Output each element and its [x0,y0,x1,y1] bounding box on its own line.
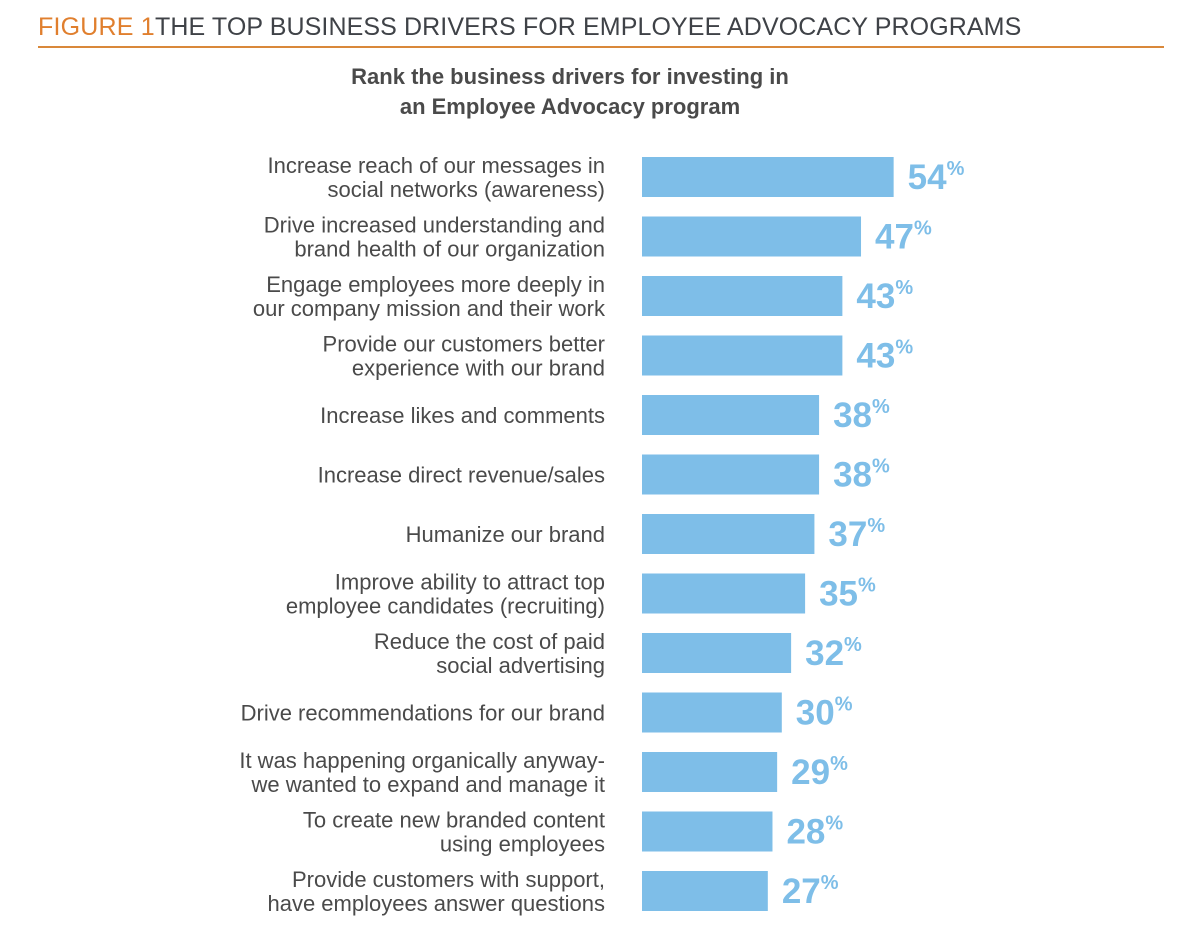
value-label-6: 37% [828,515,885,554]
bar-6 [642,514,815,554]
category-label-6: Humanize our brand [406,522,605,547]
bar-9 [642,692,782,733]
bar-8 [642,633,792,673]
value-label-9: 30% [796,694,853,733]
category-label-1: Drive increased understanding and brand h… [264,213,605,262]
category-label-5: Increase direct revenue/sales [318,463,605,488]
bar-4 [642,395,820,435]
bar-12 [642,871,768,911]
chart-title-line-2: an Employee Advocacy program [399,94,741,119]
category-label-10: It was happening organically anyway-we w… [239,748,605,797]
category-label-11: To create new branded content using emplo… [303,808,605,857]
figure-title: THE TOP BUSINESS DRIVERS FOR EMPLOYEE AD… [155,13,1022,41]
value-label-0: 54% [908,158,965,197]
category-label-4: Increase likes and comments [320,403,605,428]
category-label-2: Engage employees more deeply in our compa… [253,272,606,321]
figure-number: FIGURE 1 [38,13,155,41]
value-label-1: 47% [875,218,932,257]
category-label-8: Reduce the cost of paid social advertisin… [374,629,605,678]
value-label-12: 27% [782,872,839,911]
category-label-7: Improve ability to attract top employee c… [286,570,605,619]
value-label-2: 43% [856,277,913,316]
figure-header: FIGURE 1 THE TOP BUSINESS DRIVERS FOR EM… [38,12,1164,48]
bar-0 [642,157,894,197]
category-label-12: Provide customers with support, have empl… [267,867,605,916]
value-label-3: 43% [856,337,913,376]
value-label-5: 38% [833,456,890,495]
bar-5 [642,454,820,495]
bar-2 [642,276,843,316]
bar-3 [642,335,843,376]
value-label-7: 35% [819,575,876,614]
value-label-11: 28% [786,813,843,852]
chart-title-line-1: Rank the business drivers for investing … [351,64,789,89]
bar-1 [642,216,862,257]
value-label-8: 32% [805,634,862,673]
value-label-10: 29% [791,753,848,792]
value-label-4: 38% [833,396,890,435]
bar-11 [642,811,773,852]
category-label-0: Increase reach of our messages in social … [267,153,605,202]
category-label-9: Drive recommendations for our brand [241,701,605,726]
bar-10 [642,752,778,792]
category-label-3: Provide our customers better experience w… [323,332,605,381]
bar-7 [642,573,806,614]
